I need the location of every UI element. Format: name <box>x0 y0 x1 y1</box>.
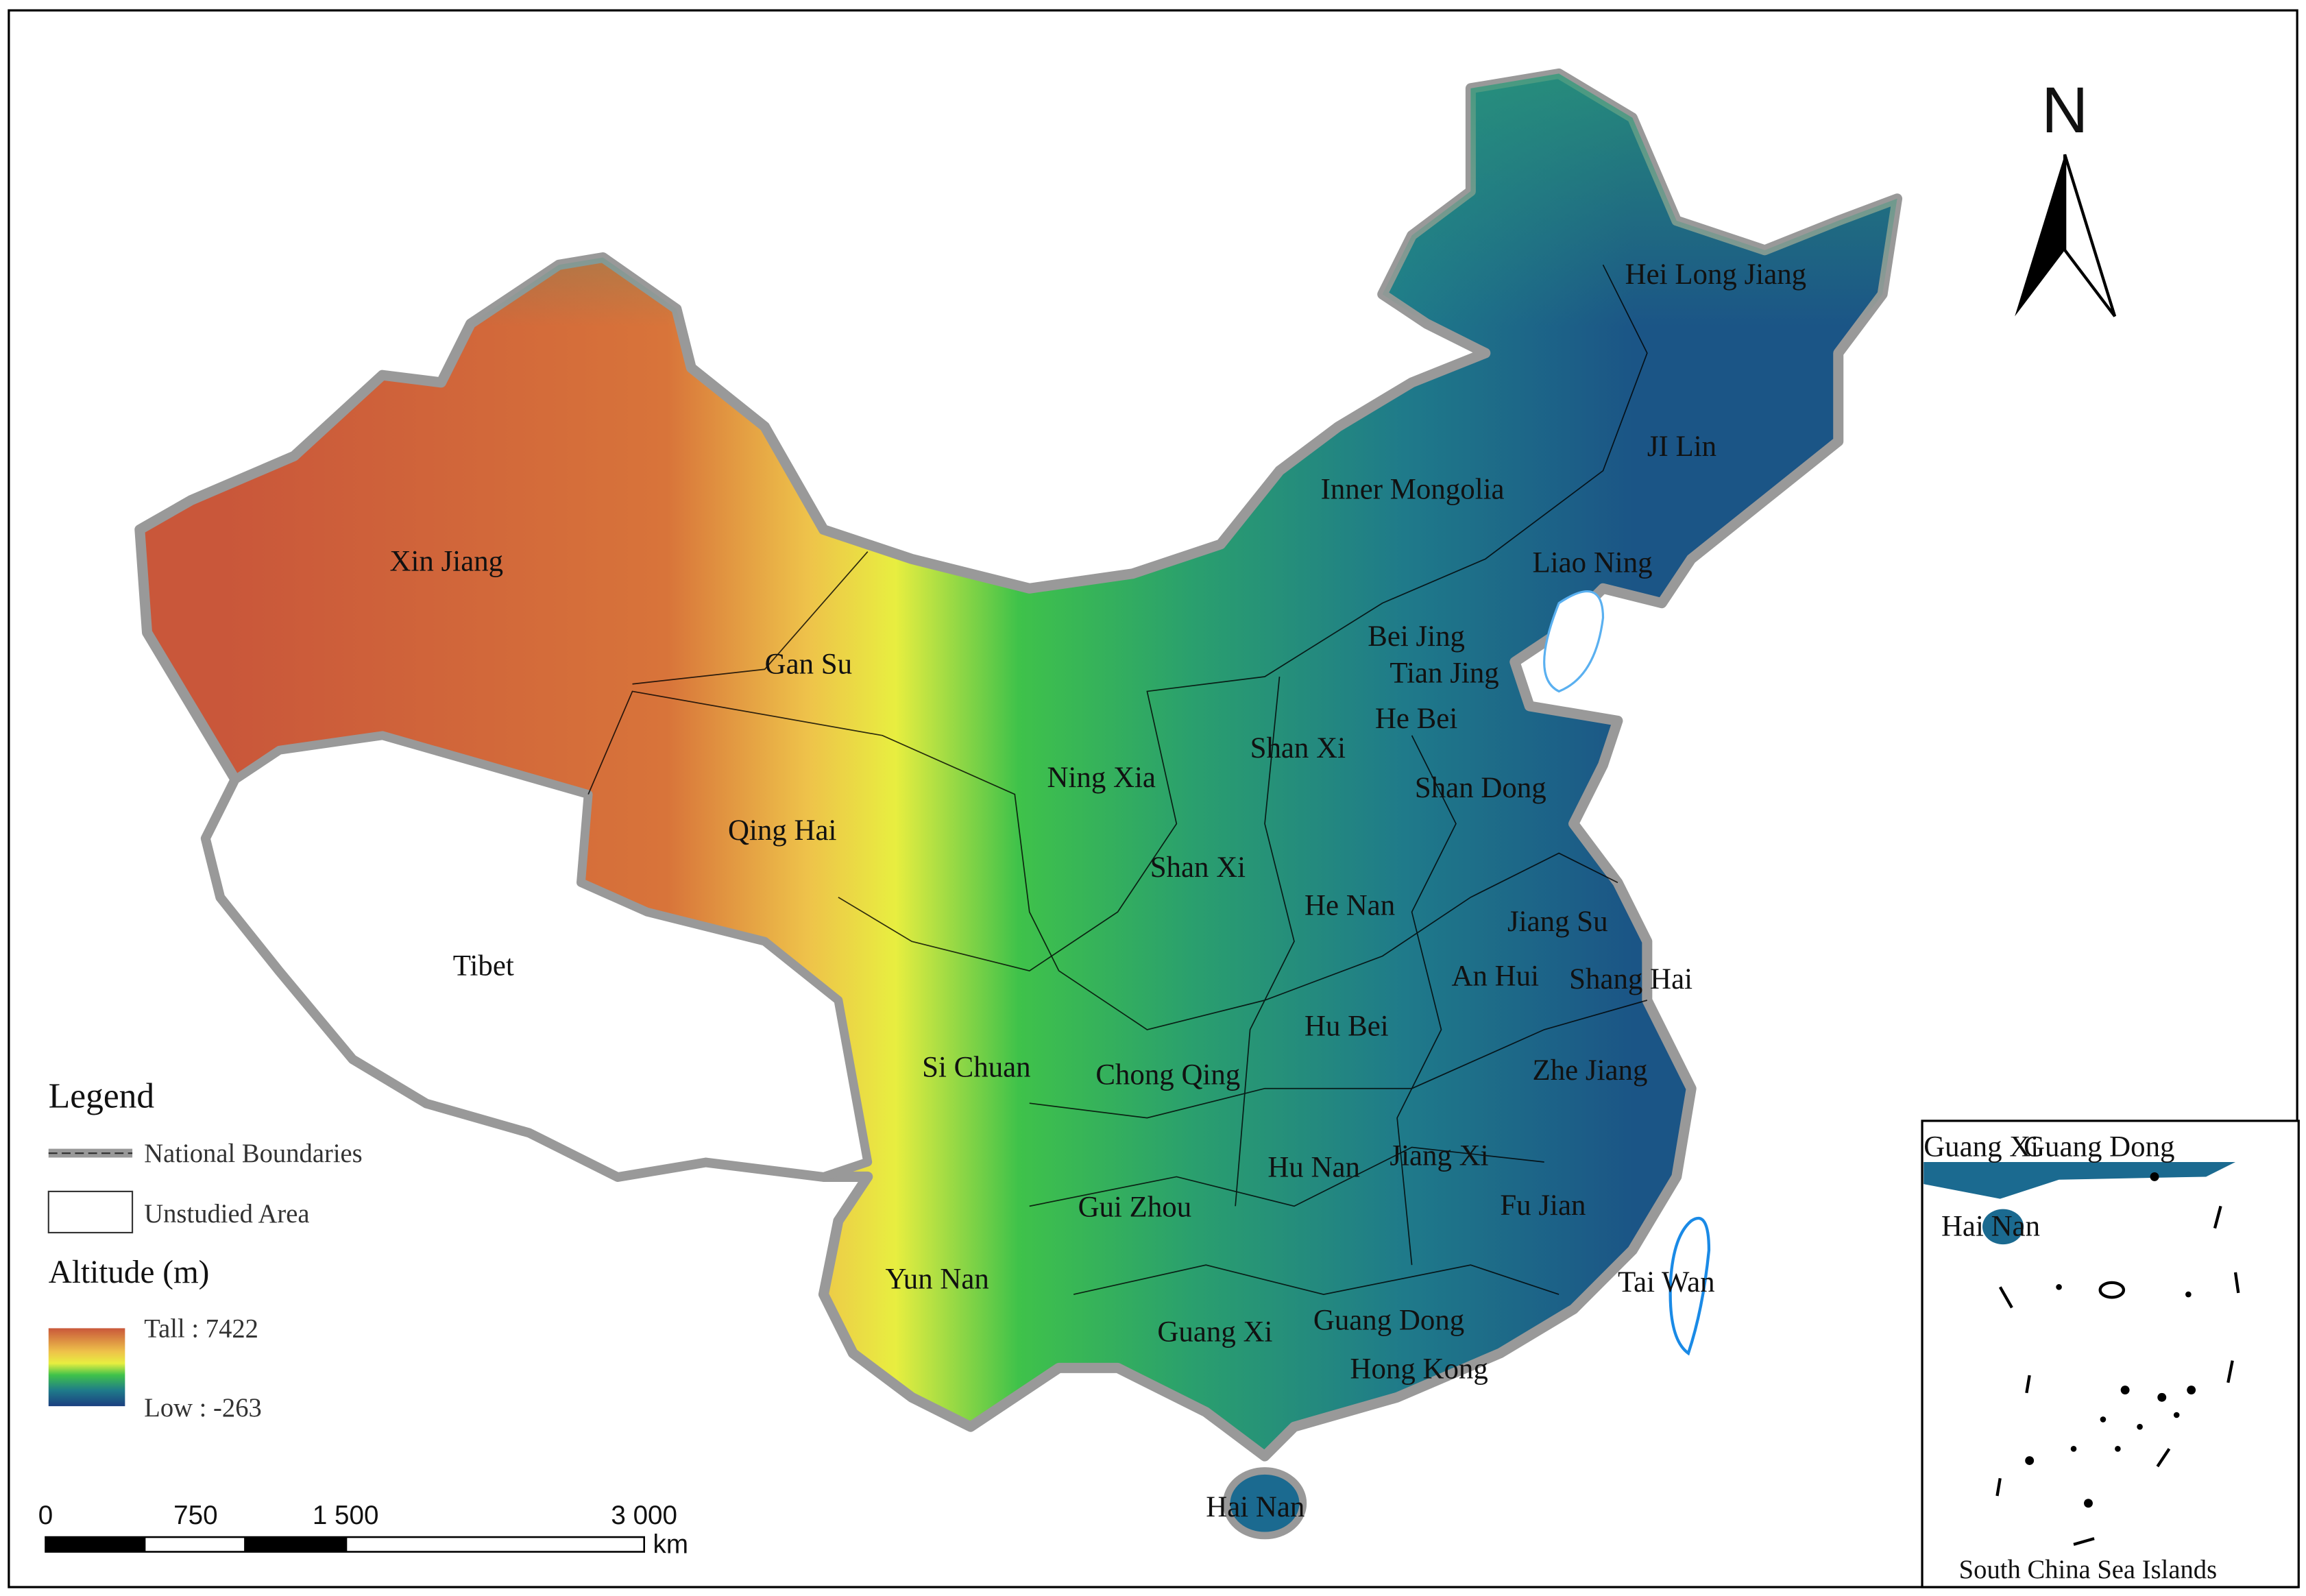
altitude-low: Low : -263 <box>144 1394 262 1423</box>
province-label: Gan Su <box>765 649 852 681</box>
province-labels: Xin Jiang Gan Su Qing Hai Tibet Ning Xia Shan… <box>390 258 1807 1523</box>
province-label: Tibet <box>453 950 514 982</box>
inset-hainan <box>1982 1209 2024 1245</box>
province-label: Guang Dong <box>1313 1305 1464 1337</box>
province-label: He Nan <box>1304 890 1395 922</box>
province-label: Liao Ning <box>1533 547 1653 579</box>
province-label: Fu Jian <box>1500 1189 1586 1222</box>
inset-frame <box>1921 1120 2300 1588</box>
province-label: Hei Long Jiang <box>1625 258 1806 291</box>
province-label: Inner Mongolia <box>1321 473 1505 505</box>
north-arrow-left <box>2015 154 2065 317</box>
scale-label: 750 <box>173 1501 217 1530</box>
province-label: Xin Jiang <box>390 546 504 578</box>
province-label: He Bei <box>1375 703 1457 735</box>
province-label: Chong Qing <box>1095 1059 1240 1091</box>
province-label: Jiang Su <box>1507 906 1608 938</box>
inset-island-dots <box>2025 1172 2196 1508</box>
province-label: Gui Zhou <box>1078 1191 1192 1223</box>
province-label: JI Lin <box>1647 431 1716 463</box>
inset-map <box>1921 1120 2300 1588</box>
province-boundaries <box>587 264 1648 1295</box>
altitude-title: Altitude (m) <box>49 1255 210 1290</box>
legend-title: Legend <box>49 1077 155 1116</box>
legend: Legend National Boundaries Unstudied Are… <box>47 1077 363 1423</box>
province-label: Jiang Xi <box>1389 1139 1488 1172</box>
inset-islands <box>1995 1205 2240 1546</box>
scale-label: 0 <box>38 1501 53 1530</box>
province-label: Hong Kong <box>1350 1353 1488 1385</box>
province-label: Shan Xi <box>1250 732 1346 764</box>
province-label: Zhe Jiang <box>1533 1054 1648 1087</box>
province-label: Hai Nan <box>1206 1491 1304 1523</box>
legend-unstudied-symbol <box>47 1190 134 1234</box>
province-label: Shan Xi <box>1150 851 1246 884</box>
province-label: Tai Wan <box>1618 1266 1715 1298</box>
inset-label: Guang Xi <box>1923 1130 2039 1163</box>
legend-boundary-label: National Boundaries <box>144 1139 362 1168</box>
province-label: Guang Xi <box>1157 1316 1272 1349</box>
scale-label: 3 000 <box>611 1501 677 1530</box>
hainan-island <box>1222 1467 1307 1540</box>
province-label: Shan Dong <box>1415 772 1546 804</box>
inset-label: Guang Dong <box>2024 1130 2174 1163</box>
inset-label: Hai Nan <box>1941 1210 2040 1242</box>
altitude-tall: Tall : 7422 <box>144 1314 258 1343</box>
north-arrow: N <box>2015 75 2117 317</box>
bohai-sea <box>1543 590 1605 693</box>
china-map <box>134 68 1903 1540</box>
scale-bar-segment <box>45 1537 146 1552</box>
inset-title: South China Sea Islands <box>1959 1556 2217 1584</box>
taiwan-island <box>1668 1216 1711 1356</box>
province-label: Bei Jing <box>1368 620 1465 653</box>
terrain-shade <box>139 73 1897 706</box>
altitude-ramp <box>48 1328 125 1407</box>
province-label: Qing Hai <box>728 814 837 847</box>
province-label: Hu Bei <box>1304 1010 1389 1042</box>
province-label: An Hui <box>1452 960 1540 993</box>
inset-coast <box>1923 1161 2236 1199</box>
north-arrow-right <box>2063 154 2117 317</box>
legend-unstudied-label: Unstudied Area <box>144 1200 309 1229</box>
province-label: Hu Nan <box>1267 1151 1360 1183</box>
province-label: Shang Hai <box>1569 963 1692 995</box>
province-label: Si Chuan <box>922 1052 1030 1084</box>
province-label: Yun Nan <box>886 1263 989 1295</box>
scale-bar-segment <box>244 1537 348 1552</box>
unstudied-tibet <box>201 731 873 1181</box>
province-label: Tian Jing <box>1389 657 1498 690</box>
scale-unit: km <box>653 1530 688 1560</box>
north-label: N <box>2041 75 2088 147</box>
scale-label: 1 500 <box>313 1501 379 1530</box>
province-label: Ning Xia <box>1047 762 1156 794</box>
